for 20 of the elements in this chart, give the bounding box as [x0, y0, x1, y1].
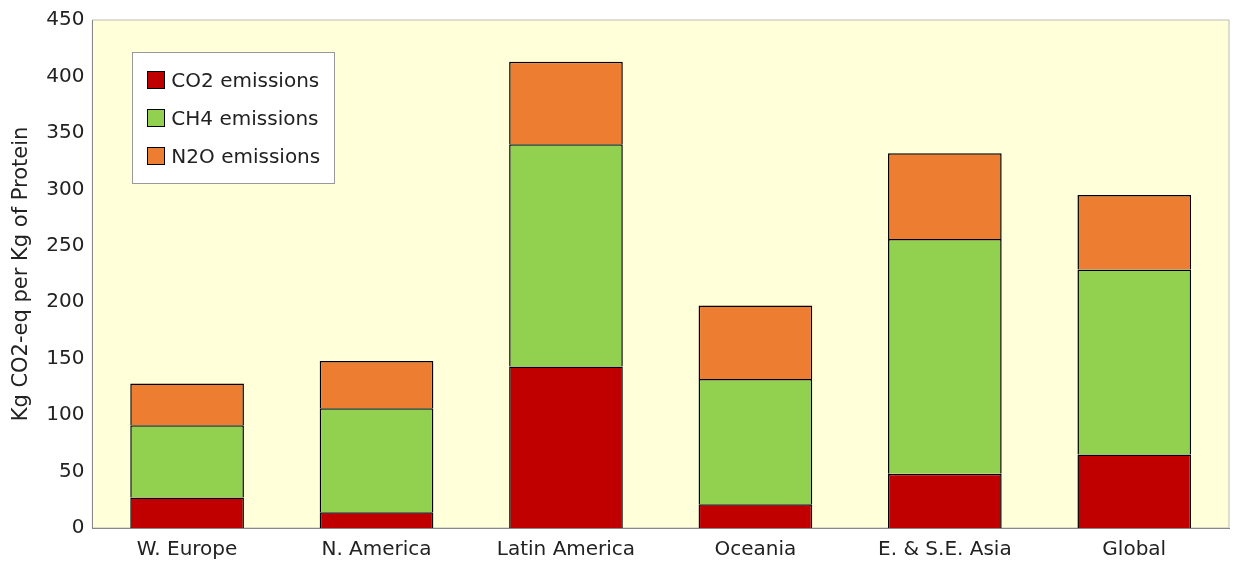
y-tick-label: 250 [46, 231, 85, 256]
y-tick-label: 150 [46, 344, 85, 369]
x-tick-label: Oceania [714, 536, 797, 561]
x-tick-label: W. Europe [136, 536, 238, 561]
y-tick-label: 50 [58, 457, 85, 482]
x-tick-label: E. & S.E. Asia [878, 536, 1012, 561]
y-tick-label: 350 [46, 119, 85, 144]
x-tick-label: Global [1102, 536, 1167, 561]
x-tick-label: Latin America [496, 536, 636, 561]
y-tick-label: 0 [71, 514, 85, 539]
y-axis-title: Kg CO2-eq per Kg of Protein [8, 126, 33, 422]
y-tick-label: 400 [46, 62, 85, 87]
legend-label: CO2 emissions [171, 68, 320, 92]
legend-label: N2O emissions [171, 144, 321, 168]
y-tick-label: 100 [46, 401, 85, 426]
x-tick-label: N. America [321, 536, 432, 561]
legend-label: CH4 emissions [171, 106, 319, 130]
y-tick-label: 300 [46, 175, 85, 200]
y-tick-label: 200 [46, 288, 85, 313]
y-tick-label: 450 [46, 6, 85, 31]
